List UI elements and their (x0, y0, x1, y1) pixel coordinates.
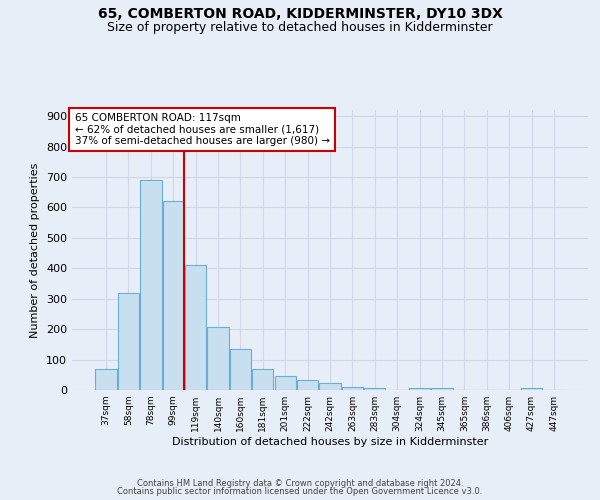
Bar (208, 327, 229, 390)
Bar (252, 368, 274, 390)
Bar (431, 388, 452, 390)
X-axis label: Distribution of detached houses by size in Kidderminster: Distribution of detached houses by size … (172, 437, 488, 447)
Bar (140, 180, 161, 390)
Bar (185, 265, 206, 390)
Bar (163, 202, 184, 390)
Y-axis label: Number of detached properties: Number of detached properties (31, 162, 40, 338)
Text: Size of property relative to detached houses in Kidderminster: Size of property relative to detached ho… (107, 21, 493, 34)
Bar (95, 368, 117, 390)
Bar (521, 388, 542, 390)
Text: 65 COMBERTON ROAD: 117sqm
← 62% of detached houses are smaller (1,617)
37% of se: 65 COMBERTON ROAD: 117sqm ← 62% of detac… (74, 113, 329, 146)
Bar (230, 349, 251, 390)
Bar (342, 387, 363, 390)
Bar (409, 388, 430, 390)
Bar (319, 384, 341, 390)
Text: Contains HM Land Registry data © Crown copyright and database right 2024.: Contains HM Land Registry data © Crown c… (137, 478, 463, 488)
Bar (364, 388, 385, 390)
Bar (118, 292, 139, 390)
Text: Contains public sector information licensed under the Open Government Licence v3: Contains public sector information licen… (118, 487, 482, 496)
Text: 65, COMBERTON ROAD, KIDDERMINSTER, DY10 3DX: 65, COMBERTON ROAD, KIDDERMINSTER, DY10 … (98, 8, 502, 22)
Bar (275, 376, 296, 390)
Bar (297, 380, 318, 390)
